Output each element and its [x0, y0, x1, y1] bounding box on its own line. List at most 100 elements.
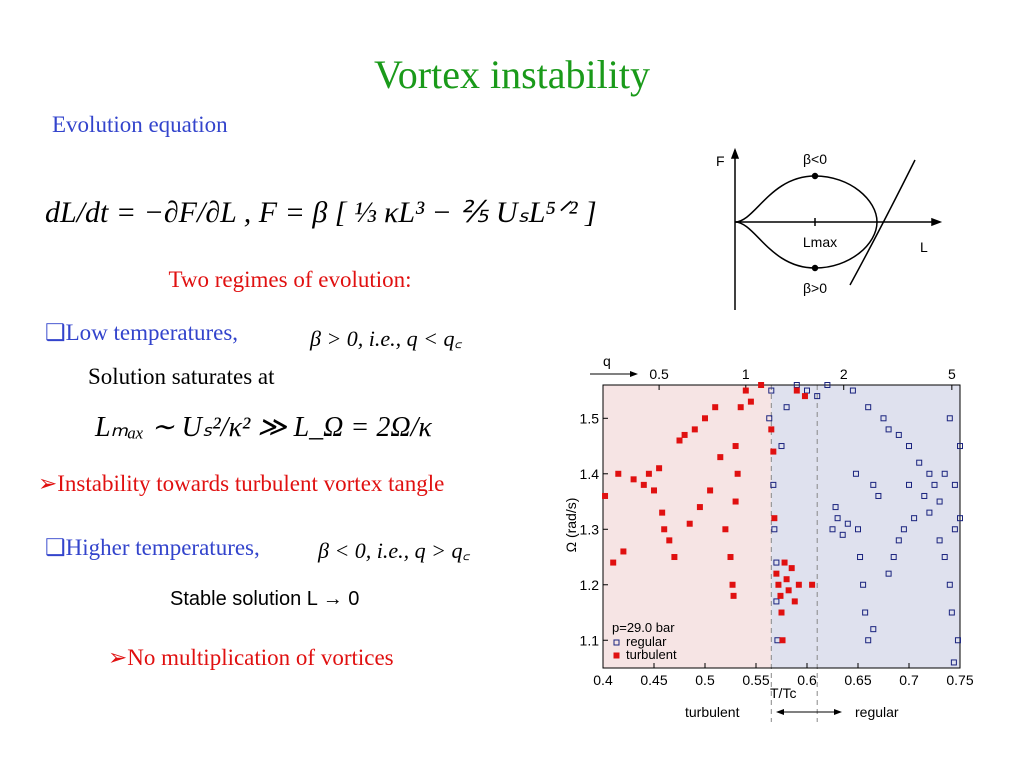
point	[656, 465, 663, 472]
low-condition: β > 0, i.e., q < q꜀	[309, 326, 463, 351]
point	[791, 598, 798, 605]
point	[773, 598, 780, 605]
point	[857, 554, 864, 561]
point	[834, 515, 841, 522]
point	[804, 387, 810, 394]
x-tick-label: 0.6	[797, 672, 817, 688]
point	[951, 526, 958, 533]
point	[785, 587, 792, 594]
point	[906, 481, 912, 488]
point	[849, 387, 856, 394]
point	[941, 554, 948, 561]
x-tick-label: 0.75	[946, 672, 973, 688]
point	[742, 387, 749, 394]
point	[707, 487, 714, 494]
point	[610, 559, 617, 566]
point	[615, 470, 622, 477]
point	[747, 398, 754, 405]
point	[951, 481, 958, 488]
point	[926, 470, 933, 477]
point	[661, 526, 668, 533]
point	[717, 454, 724, 461]
point	[862, 609, 869, 616]
point	[921, 492, 928, 499]
equation: dL/dt = −∂F/∂L , F = β [ ⅓ κL³ − ⅖ UₛL⁵ᐟ…	[45, 196, 597, 229]
point	[950, 659, 957, 666]
point	[911, 515, 918, 522]
point	[691, 426, 698, 433]
point	[696, 504, 703, 511]
point	[712, 404, 719, 411]
point	[855, 526, 861, 533]
point	[630, 476, 637, 483]
diagram-label: F	[716, 153, 725, 169]
point	[686, 520, 693, 527]
low-formula: Lₘₐₓ ∼ Uₛ²/κ² ≫ L_Ω = 2Ω/κ	[94, 412, 432, 443]
point	[954, 637, 961, 644]
point	[895, 537, 902, 544]
point	[941, 470, 948, 477]
point	[829, 526, 836, 533]
subtitle: Evolution equation	[52, 112, 228, 137]
point	[778, 443, 785, 450]
point	[732, 498, 739, 505]
y-label: Ω (rad/s)	[563, 498, 579, 553]
point	[768, 387, 775, 394]
point	[946, 415, 953, 422]
arrow	[931, 217, 943, 227]
point	[839, 531, 846, 538]
point	[773, 559, 780, 566]
point	[702, 415, 708, 422]
point	[727, 554, 734, 561]
point	[671, 554, 678, 561]
point	[758, 382, 765, 388]
regimes: Two regimes of evolution:	[168, 267, 411, 292]
arrow	[776, 709, 842, 715]
point	[852, 470, 859, 477]
point	[781, 559, 788, 566]
point	[771, 526, 778, 533]
y-tick-label: 1.1	[580, 632, 600, 648]
diagram-label: Lmax	[803, 234, 837, 250]
high-result: ➢No multiplication of vortices	[108, 645, 394, 670]
point	[778, 609, 785, 616]
x-tick-label: 0.55	[742, 672, 769, 688]
y-tick-label: 1.4	[580, 466, 600, 482]
point	[729, 581, 736, 588]
point	[795, 581, 802, 588]
diagram-label: β<0	[803, 151, 827, 167]
point	[773, 570, 780, 577]
x-label: T/Tc	[770, 685, 796, 701]
title: Vortex instability	[374, 52, 650, 97]
legend-marker	[613, 639, 620, 646]
legend-marker	[613, 652, 620, 659]
point	[788, 565, 795, 572]
point	[770, 448, 777, 455]
point	[722, 526, 729, 533]
high-condition: β < 0, i.e., q > q꜀	[317, 538, 471, 563]
point	[768, 426, 775, 433]
point	[783, 404, 790, 411]
point	[814, 393, 821, 400]
point	[732, 443, 739, 450]
y-tick-label: 1.2	[580, 577, 600, 593]
point	[766, 415, 773, 422]
arrow	[630, 371, 638, 377]
point	[926, 509, 933, 516]
point	[885, 570, 892, 577]
point	[777, 592, 784, 599]
point	[936, 537, 943, 544]
point	[870, 481, 877, 488]
point	[801, 393, 808, 400]
point	[793, 382, 800, 388]
point	[875, 492, 882, 499]
point	[783, 576, 790, 583]
x-tick-label: 0.65	[844, 672, 871, 688]
point	[948, 609, 955, 616]
point	[900, 526, 907, 533]
point	[770, 481, 777, 488]
point	[906, 443, 912, 450]
point	[931, 481, 938, 488]
